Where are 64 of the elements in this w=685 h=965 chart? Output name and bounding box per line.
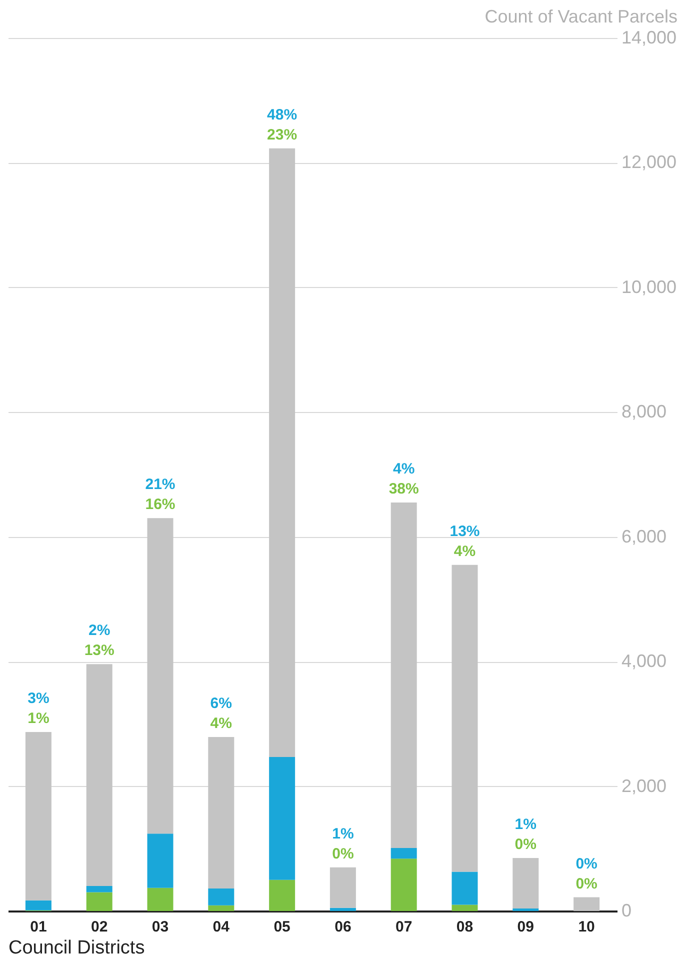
y-tick-label: 12,000 [622, 152, 677, 172]
annotation: 0% [576, 875, 598, 892]
annotation: 38% [388, 480, 419, 498]
annotation: 21% [145, 476, 176, 494]
y-tick-label: 4,000 [622, 651, 667, 672]
y-tick-label: 6,000 [622, 526, 667, 546]
annotation: 1% [514, 816, 536, 833]
bar [390, 848, 417, 859]
bar [25, 732, 52, 900]
x-tick-label: 02 [91, 918, 108, 936]
annotation: 4% [454, 542, 476, 560]
annotation: 4% [210, 715, 232, 732]
bar [269, 756, 296, 880]
bar [330, 908, 356, 911]
bar [86, 664, 112, 886]
x-tick-label: 03 [152, 918, 169, 936]
bar [574, 897, 600, 911]
bar [208, 888, 234, 906]
bar [452, 904, 478, 911]
y-axis-title: Count of Vacant Parcels [484, 6, 678, 26]
x-tick-label: 05 [274, 918, 290, 936]
annotation: 4% [393, 460, 415, 478]
bar [147, 518, 174, 834]
bar [208, 905, 234, 911]
y-tick-label: 0 [622, 900, 632, 920]
y-tick-label: 10,000 [622, 276, 677, 297]
bar [86, 892, 112, 911]
y-tick-label: 2,000 [622, 776, 667, 796]
bar [452, 564, 478, 872]
bar [269, 880, 296, 911]
bar [269, 148, 296, 757]
annotation: 23% [267, 126, 298, 144]
bar [512, 858, 539, 909]
annotation: 0% [332, 845, 354, 862]
x-tick-label: 07 [396, 918, 412, 936]
bar [330, 867, 356, 908]
x-axis-title: Council Districts [8, 938, 145, 958]
annotation: 6% [210, 695, 232, 712]
annotation: 3% [28, 690, 50, 708]
x-tick-label: 08 [456, 918, 474, 936]
bar [147, 834, 174, 888]
x-tick-label: 10 [578, 918, 595, 936]
x-tick-label: 04 [212, 918, 230, 936]
bar [208, 737, 234, 889]
annotation: 1% [28, 710, 50, 728]
x-tick-label: 01 [30, 918, 47, 936]
annotation: 13% [450, 522, 480, 540]
bar [25, 900, 52, 910]
annotation: 48% [267, 106, 298, 124]
x-tick-label: 06 [334, 918, 352, 936]
annotation: 13% [84, 642, 114, 660]
annotation: 0% [576, 855, 598, 872]
bar [86, 886, 112, 892]
annotation: 2% [88, 622, 110, 640]
x-tick-label: 09 [517, 918, 534, 936]
bar [390, 858, 417, 911]
annotation: 0% [514, 836, 536, 853]
y-tick-label: 8,000 [622, 402, 667, 422]
bar [147, 888, 174, 911]
annotation: 1% [332, 825, 354, 842]
bar [390, 502, 417, 848]
annotation: 16% [145, 496, 176, 514]
y-tick-label: 14,000 [622, 28, 677, 48]
bar [452, 872, 478, 905]
